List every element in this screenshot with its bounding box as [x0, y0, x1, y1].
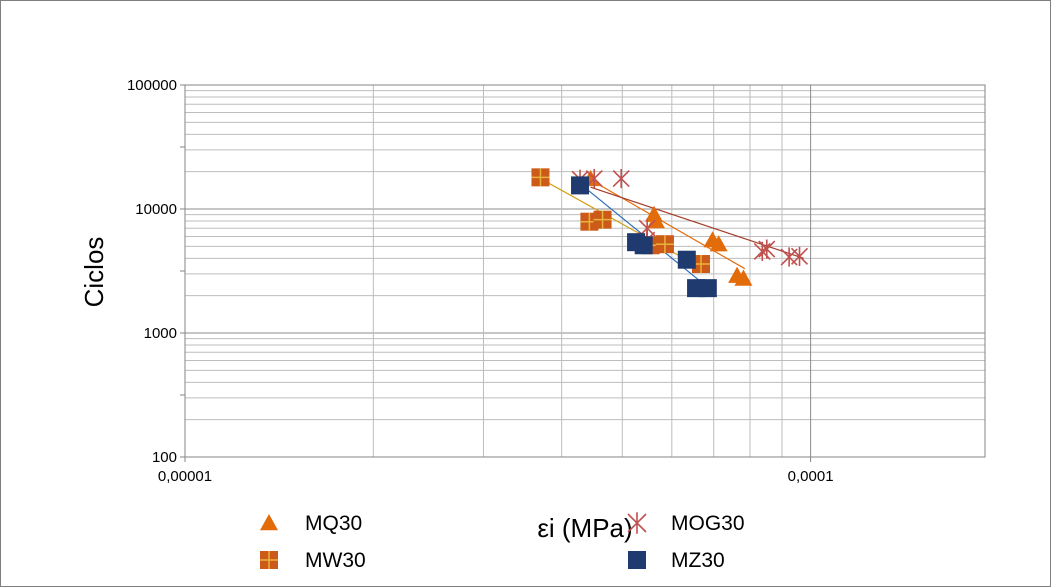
marker-cross [260, 551, 278, 569]
plot-area [184, 84, 986, 458]
trendline-mq30 [586, 176, 746, 270]
series-mq30 [581, 169, 753, 286]
y-tick-label: 10000 [135, 201, 177, 218]
x-tick-label: 0,00001 [158, 468, 212, 485]
legend-item-mz30: MZ30 [628, 549, 725, 572]
legend-label: MW30 [305, 549, 366, 572]
legend-item-mq30: MQ30 [260, 512, 362, 535]
axis-tick-labels: 100 1000 10000 100000 0,00001 0,0001 [127, 77, 834, 485]
marker-cross [655, 235, 674, 254]
data-point-mog30 [790, 246, 809, 266]
data-point-mw30 [655, 235, 674, 254]
y-axis-title: Ciclos [79, 237, 109, 308]
data-point-mog30 [612, 168, 630, 189]
legend-marker-mw30 [260, 551, 278, 569]
data-point-mw30 [531, 168, 550, 187]
legend: MQ30 MOG30 MW30 MZ30 [260, 512, 745, 572]
data-point-mq30 [709, 235, 728, 252]
marker-cross [531, 168, 550, 187]
legend-marker-mog30 [627, 512, 647, 534]
legend-label: MZ30 [671, 549, 725, 572]
data-point-mz30 [571, 176, 590, 195]
y-tick-label: 1000 [144, 325, 177, 342]
legend-marker-mq30 [260, 514, 278, 531]
data-point-mw30 [593, 210, 612, 229]
legend-item-mog30: MOG30 [627, 512, 745, 535]
data-point-mz30 [634, 236, 653, 255]
data-point-mog30 [780, 247, 798, 267]
data-point-mz30 [698, 279, 717, 298]
x-tick-label: 0,0001 [788, 468, 834, 485]
data-point-mog30 [758, 239, 776, 259]
x-axis-title: εi (MPa) [537, 513, 632, 543]
data-point-mz30 [677, 250, 696, 269]
y-tick-label: 100000 [127, 77, 177, 94]
legend-label: MQ30 [305, 512, 362, 535]
data-point-mq30 [734, 269, 753, 286]
y-tick-label: 100 [152, 449, 177, 466]
marker-cross [593, 210, 612, 229]
grid-lines [185, 85, 985, 457]
legend-marker-mz30 [628, 551, 646, 569]
series-mz30 [571, 176, 717, 298]
data-points [531, 168, 809, 298]
legend-item-mw30: MW30 [260, 549, 366, 572]
trendline-mw30 [540, 178, 701, 268]
legend-label: MOG30 [671, 512, 745, 535]
